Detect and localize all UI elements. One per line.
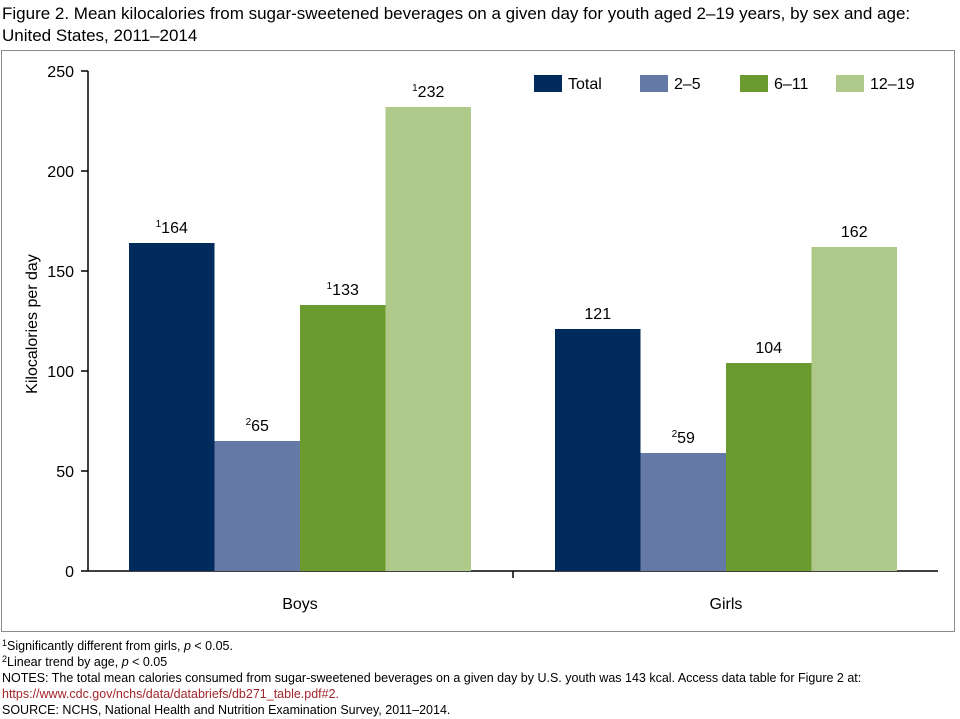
- y-tick-label: 250: [47, 64, 74, 81]
- notes-text: NOTES: The total mean calories consumed …: [2, 671, 862, 685]
- footnote-1-text: Significantly different from girls,: [7, 639, 184, 653]
- y-tick-label: 50: [56, 464, 74, 481]
- data-label-marker: 1: [156, 219, 162, 230]
- data-label: 1133: [327, 281, 359, 299]
- legend-swatch: [836, 75, 864, 92]
- bar: [726, 363, 812, 571]
- footnote-2-text: Linear trend by age,: [7, 655, 122, 669]
- footnote-1-p: p: [183, 639, 191, 653]
- data-label-value: 133: [332, 282, 359, 299]
- footnote-2: 2Linear trend by age, p < 0.05: [2, 654, 952, 670]
- footnote-1: 1Significantly different from girls, p <…: [2, 638, 952, 654]
- legend-label: Total: [568, 76, 602, 93]
- bar-chart: 0 50 100 150 200 250 Kilocalories per day Boys G…: [24, 64, 938, 613]
- data-label-value: 59: [677, 430, 695, 447]
- x-category-label: Boys: [282, 596, 318, 613]
- footnote-2-rest: < 0.05: [128, 655, 168, 669]
- legend-label: 6–11: [774, 76, 809, 93]
- data-label-value: 65: [251, 418, 269, 435]
- chart-frame: [1, 50, 955, 632]
- data-label: 259: [672, 429, 695, 447]
- legend-swatch: [534, 75, 562, 92]
- footnote-2-marker: 2: [2, 654, 8, 664]
- data-label: 162: [841, 224, 868, 241]
- data-label-marker: 1: [412, 83, 418, 94]
- bar: [214, 441, 300, 571]
- axes: 0 50 100 150 200 250 Kilocalories per day Boys G…: [24, 64, 938, 613]
- chart-title-line-1: Figure 2. Mean kilocalories from sugar-s…: [2, 4, 911, 23]
- data-table-link[interactable]: https://www.cdc.gov/nchs/data/databriefs…: [2, 687, 340, 701]
- data-label-value: 164: [161, 220, 188, 237]
- chart-title-line-2: United States, 2011–2014: [2, 26, 198, 45]
- chart-title: Figure 2. Mean kilocalories from sugar-s…: [2, 3, 952, 47]
- footnote-2-p: p: [121, 655, 129, 669]
- data-label: 265: [246, 417, 269, 435]
- y-tick-label: 200: [47, 164, 74, 181]
- bar: [555, 329, 641, 571]
- y-tick-label: 0: [65, 564, 74, 581]
- data-label: 104: [755, 340, 782, 357]
- footnote-1-marker: 1: [2, 638, 8, 648]
- data-label-marker: 2: [246, 417, 252, 428]
- footnote-1-rest: < 0.05.: [190, 639, 233, 653]
- bar: [300, 305, 386, 571]
- y-tick-label: 150: [47, 264, 74, 281]
- source-text: SOURCE: NCHS, National Health and Nutrit…: [2, 703, 451, 717]
- data-label-marker: 1: [327, 281, 333, 292]
- data-label-marker: 2: [672, 429, 678, 440]
- footnotes: 1Significantly different from girls, p <…: [2, 638, 952, 718]
- bar: [811, 247, 897, 571]
- bar: [129, 243, 215, 571]
- y-tick-label: 100: [47, 364, 74, 381]
- legend-swatch: [740, 75, 768, 92]
- legend-label: 12–19: [870, 76, 915, 93]
- y-axis-label: Kilocalories per day: [24, 254, 41, 394]
- data-label: 1164: [156, 219, 188, 237]
- legend: Total 2–5 6–11 12–19: [534, 75, 915, 93]
- x-category-label: Girls: [710, 596, 743, 613]
- legend-label: 2–5: [674, 76, 701, 93]
- data-label: 121: [584, 306, 611, 323]
- bar: [640, 453, 726, 571]
- legend-swatch: [640, 75, 668, 92]
- data-label: 1232: [412, 83, 444, 101]
- data-label-value: 232: [418, 84, 445, 101]
- bar: [385, 107, 471, 571]
